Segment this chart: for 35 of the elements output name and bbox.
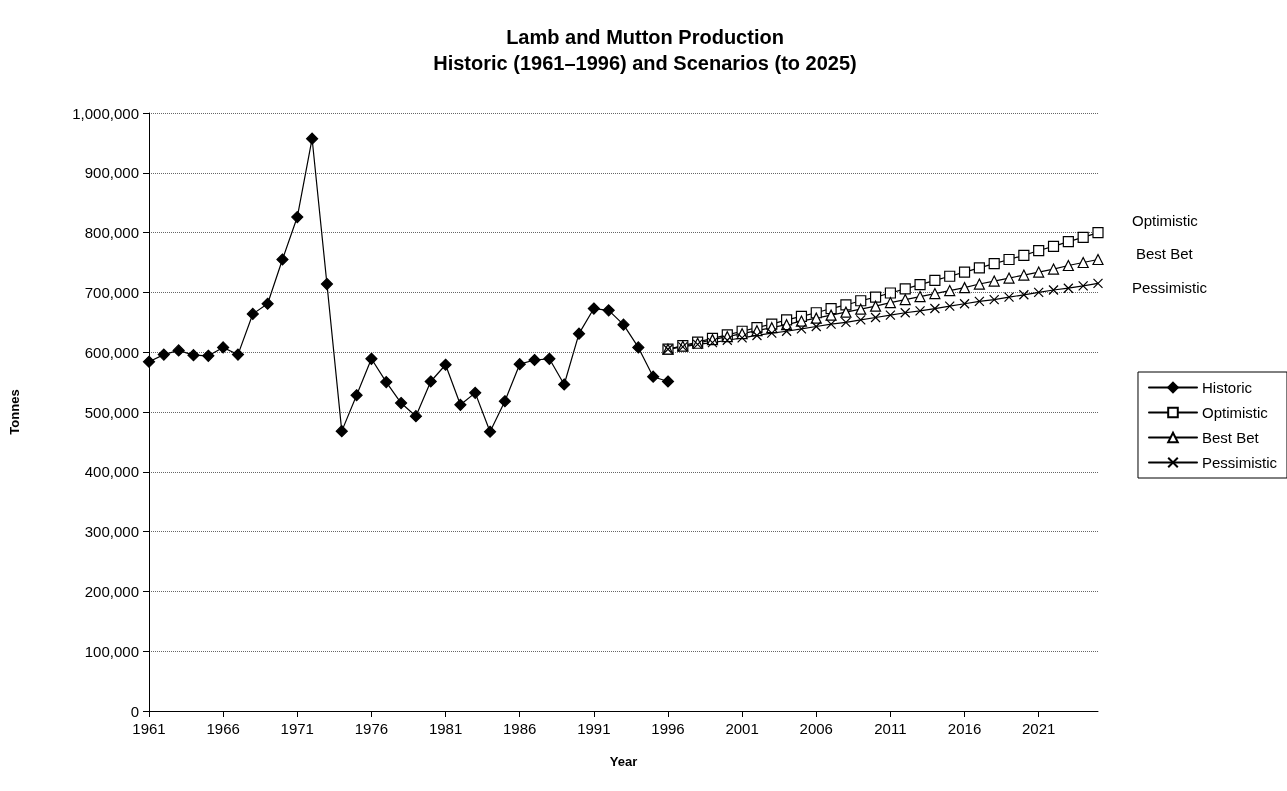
chart-title: Lamb and Mutton Production bbox=[506, 26, 784, 48]
y-axis-title: Tonnes bbox=[7, 389, 22, 435]
legend-label: Best Bet bbox=[1201, 429, 1260, 446]
x-tick-label: 1971 bbox=[280, 720, 314, 737]
y-tick-label: 100,000 bbox=[84, 642, 139, 660]
legend-label: Pessimistic bbox=[1201, 454, 1278, 471]
y-tick-label: 300,000 bbox=[84, 523, 139, 541]
y-tick-label: 1,000,000 bbox=[72, 104, 139, 122]
y-tick-label: 600,000 bbox=[84, 343, 139, 361]
y-tick-label: 900,000 bbox=[84, 164, 139, 182]
legend-label: Historic bbox=[1201, 379, 1253, 396]
y-tick-label: 800,000 bbox=[84, 224, 139, 242]
x-tick-label: 1966 bbox=[206, 720, 240, 737]
x-tick-label: 1996 bbox=[651, 720, 685, 737]
x-tick-label: 1976 bbox=[354, 720, 389, 737]
y-tick-label: 700,000 bbox=[84, 283, 139, 301]
y-tick-label: 0 bbox=[130, 702, 139, 720]
x-tick-label: 1981 bbox=[428, 720, 463, 737]
x-tick-label: 1986 bbox=[503, 720, 537, 737]
text: Pessimistic bbox=[1132, 278, 1208, 296]
x-tick-label: 1961 bbox=[132, 720, 166, 737]
x-tick-label: 2021 bbox=[1022, 720, 1056, 737]
y-tick-label: 500,000 bbox=[84, 403, 139, 421]
x-axis-title: Year bbox=[609, 754, 638, 769]
y-tick-label: 400,000 bbox=[84, 463, 139, 481]
x-tick-label: 1991 bbox=[577, 720, 611, 737]
x-tick-label: 2001 bbox=[725, 720, 759, 737]
chart-subtitle: Historic (1961–1996) and Scenarios (to 2025) bbox=[433, 52, 857, 74]
legend-label: Optimistic bbox=[1201, 404, 1269, 421]
text: Optimistic bbox=[1132, 212, 1198, 230]
y-tick-label: 200,000 bbox=[84, 582, 139, 600]
text: Best Bet bbox=[1136, 245, 1193, 263]
x-tick-label: 2016 bbox=[947, 720, 982, 737]
x-tick-label: 2006 bbox=[799, 720, 833, 737]
x-tick-label: 2011 bbox=[874, 720, 907, 737]
